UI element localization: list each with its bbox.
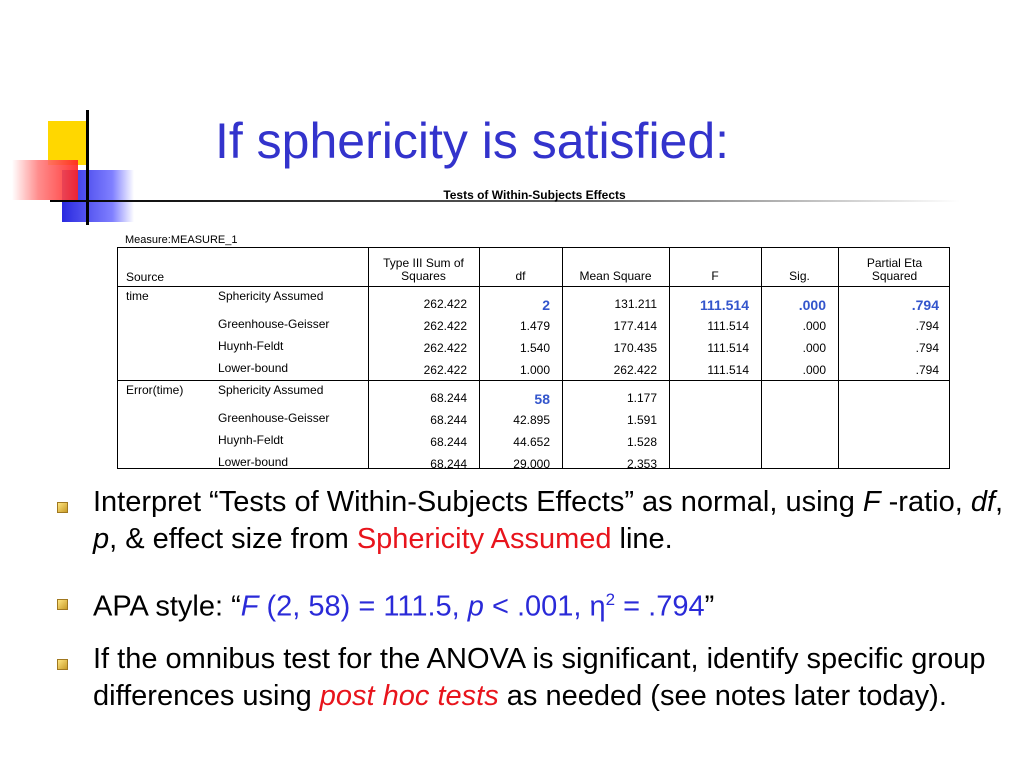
effect-label: Lower-bound	[218, 455, 289, 469]
bullet-text: = .794	[615, 590, 705, 623]
bullet-text: , & effect size from	[109, 523, 357, 555]
column-rule	[368, 248, 369, 468]
table-cell: .000	[802, 363, 826, 377]
title: If sphericity is satisfied:	[215, 113, 730, 169]
effect-label: Greenhouse-Geisser	[218, 411, 330, 425]
group-rule	[118, 380, 949, 381]
bullet-text: Interpret “Tests of Within-Subjects Effe…	[93, 486, 863, 518]
bullet-text: as needed (see notes later today).	[498, 680, 947, 712]
table-cell: 262.422	[613, 363, 657, 377]
table-cell: 111.514	[707, 363, 749, 377]
deco-yellow	[48, 121, 86, 165]
table-cell: 131.211	[614, 297, 658, 311]
effect-label: Huynh-Feldt	[218, 433, 284, 447]
table-cell: 111.514	[707, 341, 749, 355]
column-rule	[562, 248, 563, 468]
table-cell: 1.000	[519, 363, 550, 377]
table-cell: 68.244	[430, 435, 467, 449]
effect-label: Sphericity Assumed	[218, 383, 324, 397]
table-cell: .000	[802, 319, 826, 333]
column-rule	[838, 248, 839, 468]
bullet-text: df	[970, 486, 996, 518]
source-label: Error(time)	[126, 383, 184, 397]
table-cell: 2	[542, 297, 550, 313]
table-cell: 111.514	[707, 319, 749, 333]
table-cell: .000	[798, 297, 826, 313]
column-header: Mean Square	[579, 269, 652, 283]
table-caption: Tests of Within-Subjects Effects	[443, 188, 626, 202]
table-cell: 42.895	[513, 413, 550, 427]
table-cell: 68.244	[430, 457, 467, 471]
effect-label: Greenhouse-Geisser	[218, 317, 330, 331]
bullet-text: line.	[611, 523, 673, 555]
source-header: Source	[126, 270, 165, 284]
table-cell: .794	[911, 297, 939, 313]
measure-label: Measure:MEASURE_1	[125, 234, 238, 246]
bullet-text: APA style: “	[93, 590, 241, 623]
table-cell: 262.422	[423, 341, 467, 355]
table-cell: 1.479	[519, 319, 550, 333]
bullet: APA style: “F (2, 58) = 111.5, p < .001,…	[93, 581, 1008, 626]
table-cell: 68.244	[430, 413, 467, 427]
table-cell: 2.353	[626, 457, 657, 471]
bullet-marker	[57, 659, 68, 670]
column-header: F	[711, 269, 719, 283]
bullet-text: -ratio,	[880, 486, 971, 518]
table-cell: .794	[915, 363, 939, 377]
effect-label: Sphericity Assumed	[218, 289, 324, 303]
deco-hline	[50, 200, 960, 202]
bullet-text: ”	[704, 590, 715, 623]
bullet-text: < .001, η	[483, 590, 606, 623]
column-header: Partial Eta Squared	[866, 256, 923, 283]
column-rule	[669, 248, 670, 468]
bullet-text: post hoc tests	[319, 680, 499, 712]
header-rule	[118, 286, 949, 287]
table-cell: 177.414	[613, 319, 657, 333]
column-header: Type III Sum of Squares	[383, 256, 464, 283]
table-cell: 262.422	[423, 363, 467, 377]
table-cell: 58	[534, 391, 550, 407]
table-cell: 44.652	[513, 435, 550, 449]
table-cell: .000	[802, 341, 826, 355]
table-cell: 68.244	[430, 391, 467, 405]
table-cell: 262.422	[423, 297, 467, 311]
bullet-marker	[57, 502, 68, 513]
table-cell: 1.528	[626, 435, 657, 449]
bullet: Interpret “Tests of Within-Subjects Effe…	[93, 484, 1008, 558]
bullet-text: ,	[995, 486, 1004, 518]
column-header: Sig.	[789, 269, 810, 283]
bullet-text: p	[93, 523, 110, 555]
bullet-text: If the omnibus test for the ANOVA is sig…	[93, 643, 986, 712]
bullet-text: 2	[605, 590, 616, 609]
bullet: If the omnibus test for the ANOVA is sig…	[93, 641, 1008, 715]
deco-red	[12, 160, 78, 200]
table-cell: 29.000	[513, 457, 550, 471]
table-cell: .794	[915, 319, 939, 333]
table-cell: 1.591	[626, 413, 657, 427]
table: Source Type III Sum of Squares df Mean Squa…	[117, 247, 950, 471]
column-rule	[479, 248, 480, 468]
table-cell: .794	[915, 341, 939, 355]
table-cell: 170.435	[613, 341, 657, 355]
bullet-text: F	[240, 590, 259, 623]
effect-label: Lower-bound	[218, 361, 289, 375]
table-cell: 111.514	[699, 297, 749, 313]
table-cell: 262.422	[423, 319, 467, 333]
column-rule	[761, 248, 762, 468]
bullet-marker	[57, 599, 68, 610]
table-cell: 1.540	[519, 341, 550, 355]
bullet-text: p	[467, 590, 484, 623]
source-label: time	[126, 289, 149, 303]
table-cell: 1.177	[626, 391, 657, 405]
column-header: df	[515, 269, 526, 283]
deco-vline	[86, 110, 89, 225]
effect-label: Huynh-Feldt	[218, 339, 284, 353]
bullet-text: F	[862, 486, 881, 518]
bullet-text: (2, 58) = 111.5,	[258, 590, 468, 623]
bullet-text: Sphericity Assumed	[356, 523, 612, 555]
